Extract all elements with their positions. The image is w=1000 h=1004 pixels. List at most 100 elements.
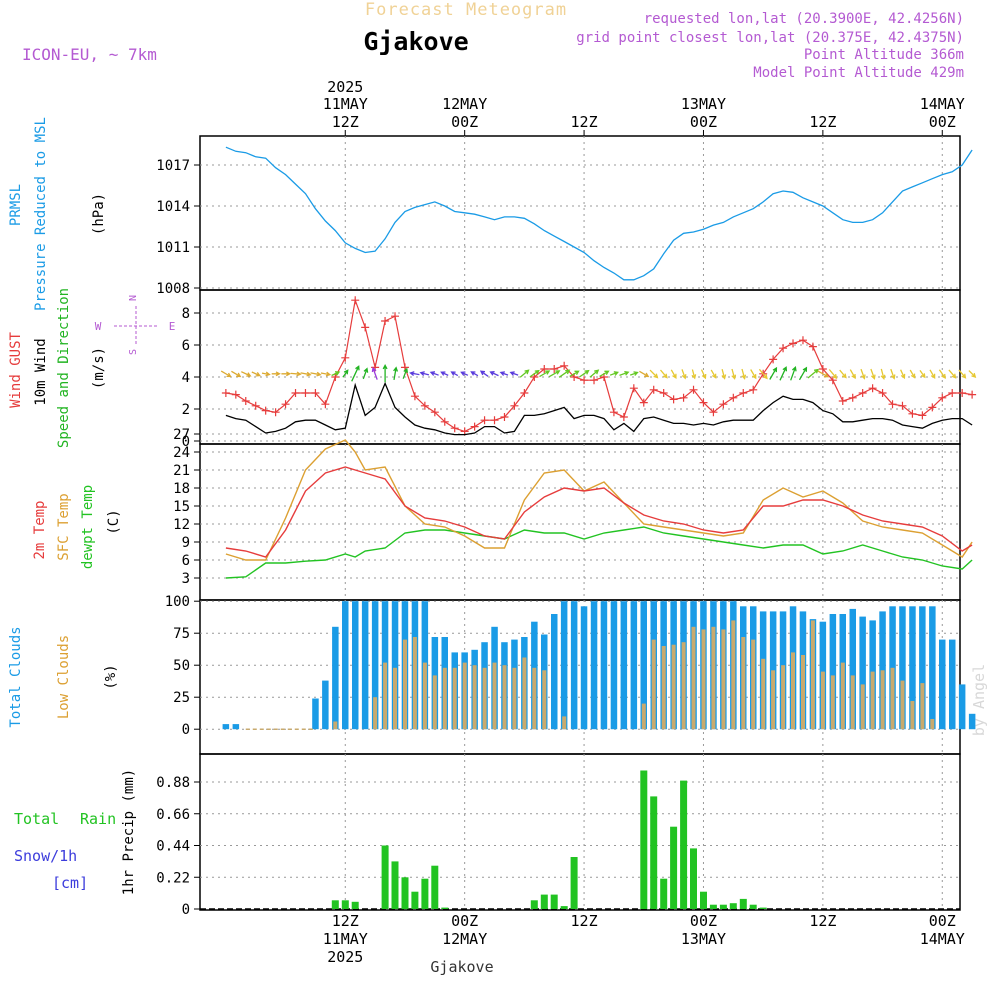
low-cloud-bar bbox=[741, 637, 746, 730]
gust-point bbox=[221, 389, 230, 397]
low-cloud-bar bbox=[412, 637, 417, 730]
rain-bar bbox=[431, 865, 439, 909]
wind-direction-arrow bbox=[220, 370, 232, 378]
gust-point bbox=[430, 408, 439, 417]
low-cloud-bar bbox=[432, 675, 437, 730]
ytick-label-clouds: 0 bbox=[182, 722, 190, 738]
total-cloud-bar bbox=[600, 601, 608, 730]
gust-point bbox=[908, 409, 917, 418]
wind-direction-arrow bbox=[828, 369, 838, 380]
gust-point bbox=[440, 417, 449, 426]
wind-direction-arrow bbox=[382, 364, 388, 383]
bottom-hour-label: 00Z bbox=[690, 912, 717, 930]
total-cloud-bar bbox=[322, 680, 329, 730]
gust-point bbox=[361, 323, 370, 332]
bottom-hour-label: 00Z bbox=[451, 912, 478, 930]
gust-point bbox=[410, 392, 419, 401]
low-cloud-bar bbox=[711, 626, 716, 730]
total-cloud-bar bbox=[391, 601, 399, 730]
gust-point bbox=[301, 389, 310, 397]
wind10m-line bbox=[225, 381, 973, 436]
wind-direction-arrow bbox=[769, 366, 778, 380]
wind-direction-arrow bbox=[870, 368, 876, 380]
wind-direction-arrow bbox=[958, 369, 967, 379]
rain-bar bbox=[660, 878, 668, 909]
ytick-label-temp: 27 bbox=[173, 427, 190, 443]
gust-point bbox=[291, 389, 300, 397]
gust-point bbox=[739, 389, 748, 397]
wind-direction-arrow bbox=[741, 368, 747, 380]
low-cloud-bar bbox=[870, 671, 875, 730]
wind-direction-arrow bbox=[579, 369, 590, 378]
bottom-hour-label: 00Z bbox=[929, 912, 956, 930]
temp-label-dewpt: dewpt Temp bbox=[80, 485, 96, 569]
ytick-label-temp: 6 bbox=[182, 553, 190, 569]
low-cloud-bar bbox=[472, 665, 477, 730]
gust-point bbox=[391, 312, 400, 321]
rain-bar bbox=[570, 857, 578, 909]
gust-point bbox=[311, 389, 320, 397]
bottom-hour-label: 12Z bbox=[571, 912, 598, 930]
precip-label-cm: [cm] bbox=[52, 874, 88, 892]
rain-bar bbox=[700, 891, 707, 909]
low-cloud-bar bbox=[651, 639, 656, 730]
wind-direction-arrow bbox=[470, 371, 479, 377]
wind-direction-arrow bbox=[681, 369, 687, 380]
low-cloud-bar bbox=[810, 620, 815, 730]
gust-point bbox=[699, 398, 708, 407]
total-cloud-bar bbox=[958, 684, 966, 730]
gust-point bbox=[888, 400, 897, 409]
gust-point bbox=[749, 385, 758, 394]
low-cloud-bar bbox=[333, 721, 338, 730]
compass-n: N bbox=[128, 295, 139, 301]
rain-bar bbox=[441, 907, 449, 909]
rain-bar bbox=[550, 894, 558, 909]
wind-direction-arrow bbox=[880, 368, 886, 381]
gust-point bbox=[550, 365, 559, 373]
ytick-label-precip: 0.88 bbox=[156, 775, 190, 791]
low-cloud-bar bbox=[751, 639, 756, 730]
wind-direction-arrow bbox=[402, 367, 409, 379]
gust-point bbox=[729, 393, 738, 402]
bottom-date-label: 13MAY bbox=[681, 930, 726, 948]
total-cloud-bar bbox=[580, 606, 588, 730]
ytick-label-pressure: 1008 bbox=[156, 281, 190, 297]
total-cloud-bar bbox=[352, 601, 359, 730]
total-cloud-bar bbox=[889, 606, 896, 730]
wind-direction-arrow bbox=[362, 367, 369, 380]
wind-direction-arrow bbox=[890, 368, 896, 380]
dewpt-line bbox=[225, 526, 973, 579]
wind-direction-arrow bbox=[342, 369, 349, 378]
total-cloud-bar bbox=[939, 639, 946, 730]
ytick-label-temp: 24 bbox=[173, 445, 190, 461]
closest-coords: grid point closest lon,lat (20.375E, 42.… bbox=[576, 30, 964, 46]
precip-unit: 1hr Precip (mm) bbox=[121, 769, 137, 895]
wind-direction-arrow bbox=[779, 366, 788, 381]
gust-point bbox=[490, 416, 499, 425]
pressure-unit: (hPa) bbox=[91, 193, 107, 235]
wind-direction-arrow bbox=[529, 369, 540, 378]
total-cloud-bar bbox=[899, 606, 906, 730]
wind-direction-arrow bbox=[790, 366, 797, 381]
rain-bar bbox=[530, 900, 538, 909]
total-cloud-bar bbox=[560, 601, 568, 730]
wind-direction-arrow bbox=[839, 369, 847, 379]
low-cloud-bar bbox=[442, 667, 447, 730]
wind-direction-arrow bbox=[393, 366, 399, 381]
gust-point bbox=[321, 400, 330, 409]
total-cloud-bar bbox=[371, 601, 379, 730]
wind-direction-arrow bbox=[807, 368, 820, 379]
wind-direction-arrow bbox=[539, 370, 551, 378]
gust-point bbox=[948, 389, 957, 397]
gust-point bbox=[261, 406, 270, 415]
rain-bar bbox=[401, 877, 409, 910]
low-cloud-bar bbox=[671, 644, 676, 730]
gust-point bbox=[450, 424, 459, 433]
top-date-label: 12MAY bbox=[442, 95, 487, 113]
low-cloud-bar bbox=[542, 670, 547, 730]
wind-direction-arrow bbox=[331, 371, 341, 377]
total-cloud-bar bbox=[590, 601, 598, 730]
low-cloud-bar bbox=[860, 684, 865, 730]
top-hour-label: 12Z bbox=[809, 113, 836, 131]
